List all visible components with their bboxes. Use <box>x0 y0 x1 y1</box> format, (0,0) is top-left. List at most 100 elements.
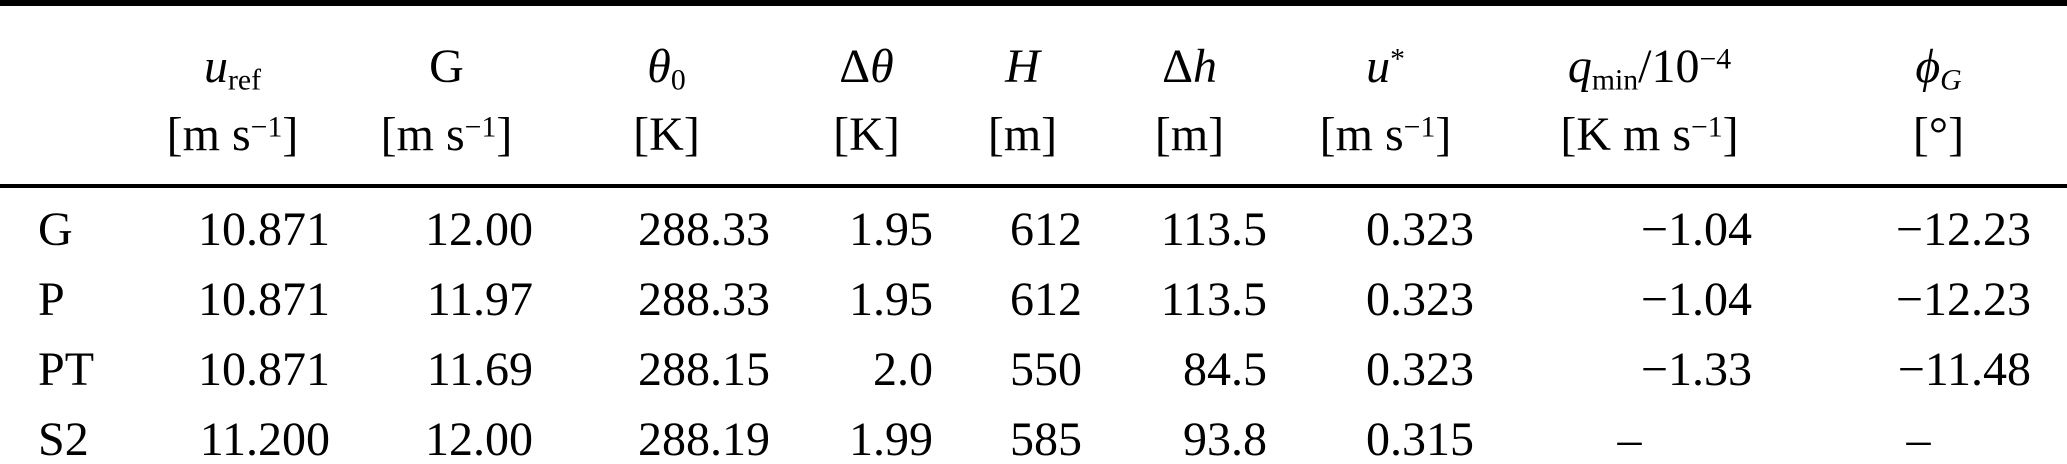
cell-u_ref: 11.200 <box>199 412 330 464</box>
unit-cell-q_min: [K m s−1] <box>1489 94 1810 188</box>
header-segment: ] <box>1435 107 1452 161</box>
header-cell-delta_h: Δh <box>1097 3 1282 94</box>
header-segment: min <box>1591 63 1639 97</box>
unit-cell-theta_0: [K] <box>548 94 785 188</box>
header-segment: −4 <box>1699 42 1732 76</box>
table-row: S2 11.200 12.00 288.19 1.99 585 93.8 0.315 – – <box>0 404 2067 464</box>
row-label: S2 <box>38 412 89 464</box>
header-segment: h <box>1192 40 1217 93</box>
row-label: P <box>38 272 65 326</box>
cell-G: 12.00 <box>425 202 533 256</box>
cell-u_star: 0.323 <box>1366 202 1474 256</box>
unit-cell-phi_G: [°] <box>1810 94 2067 188</box>
header-cell-u_ref: uref <box>120 3 345 97</box>
row-label: G <box>38 202 73 256</box>
row-label: PT <box>38 342 95 396</box>
cell-delta_h: 93.8 <box>1183 412 1267 464</box>
header-segment: [°] <box>1912 107 1965 161</box>
cell-q_min: – <box>1617 412 1642 464</box>
cell-delta_theta: 1.95 <box>849 202 933 256</box>
header-segment: [K m s <box>1560 107 1692 161</box>
header-segment: [m] <box>987 107 1058 161</box>
header-segment: * <box>1390 42 1405 76</box>
cell-delta_theta: 1.99 <box>849 412 933 464</box>
cell-phi_G: −12.23 <box>1895 202 2031 256</box>
header-cell-case <box>0 3 120 94</box>
header-segment: H <box>1005 40 1040 93</box>
header-segment: q <box>1567 40 1592 93</box>
header-segment: ϕ <box>1915 40 1941 93</box>
table-row: P 10.871 11.97 288.33 1.95 612 113.5 0.323 −1.04… <box>0 264 2067 334</box>
header-segment: −1 <box>1403 110 1436 144</box>
cell-delta_h: 113.5 <box>1160 202 1267 256</box>
header-segment: /10 <box>1638 40 1700 93</box>
header-segment: Δ <box>1162 40 1193 93</box>
cell-u_star: 0.323 <box>1366 342 1474 396</box>
cell-u_ref: 10.871 <box>198 342 330 396</box>
cell-phi_G: −12.23 <box>1895 272 2031 326</box>
cell-delta_theta: 2.0 <box>873 342 933 396</box>
cell-u_star: 0.323 <box>1366 272 1474 326</box>
header-segment: ] <box>1722 107 1739 161</box>
header-segment: u <box>203 40 228 93</box>
cell-q_min: −1.04 <box>1640 202 1752 256</box>
cell-delta_h: 113.5 <box>1160 272 1267 326</box>
header-segment: [K] <box>633 107 700 161</box>
header-segment: ] <box>496 107 513 161</box>
header-cell-H: H <box>948 3 1097 94</box>
cell-H: 550 <box>1010 342 1082 396</box>
header-segment: [m s <box>166 107 251 161</box>
cell-theta_0: 288.19 <box>638 412 770 464</box>
header-cell-q_min: qmin/10−4 <box>1489 3 1810 97</box>
header-segment: θ <box>647 40 671 93</box>
header-segment: −1 <box>250 110 283 144</box>
cell-theta_0: 288.15 <box>638 342 770 396</box>
cell-H: 612 <box>1010 202 1082 256</box>
cell-u_ref: 10.871 <box>198 272 330 326</box>
cell-delta_theta: 1.95 <box>849 272 933 326</box>
header-segment: Δ <box>839 40 871 93</box>
unit-cell-H: [m] <box>948 94 1097 188</box>
header-segment: [m] <box>1154 107 1225 161</box>
cell-H: 585 <box>1010 412 1082 464</box>
header-cell-phi_G: ϕG <box>1810 3 2067 97</box>
cell-delta_h: 84.5 <box>1183 342 1267 396</box>
unit-cell-u_ref: [m s−1] <box>120 94 345 188</box>
unit-cell-G: [m s−1] <box>345 94 548 188</box>
cell-theta_0: 288.33 <box>638 272 770 326</box>
header-segment: ref <box>227 63 262 97</box>
cell-phi_G: – <box>1906 412 1931 464</box>
header-segment: G <box>1940 63 1962 97</box>
header-cell-u_star: u* <box>1282 3 1489 94</box>
header-segment: ] <box>282 107 299 161</box>
header-segment: [K] <box>833 107 900 161</box>
table-row: G 10.871 12.00 288.33 1.95 612 113.5 0.323 −1.04… <box>0 186 2067 264</box>
cell-theta_0: 288.33 <box>638 202 770 256</box>
cell-G: 12.00 <box>425 412 533 464</box>
unit-cell-delta_theta: [K] <box>785 94 948 188</box>
header-segment: θ <box>870 40 894 93</box>
unit-cell-case <box>0 94 120 188</box>
header-cell-G: G <box>345 3 548 94</box>
table-row: PT 10.871 11.69 288.15 2.0 550 84.5 0.323 −1.33 −… <box>0 334 2067 404</box>
table-body: G 10.871 12.00 288.33 1.95 612 113.5 0.323 −1.04… <box>0 186 2067 464</box>
cell-phi_G: −11.48 <box>1897 342 2031 396</box>
cell-H: 612 <box>1010 272 1082 326</box>
cell-u_star: 0.315 <box>1366 412 1474 464</box>
header-segment: [m s <box>1319 107 1404 161</box>
header-segment: G <box>429 40 464 93</box>
cell-G: 11.97 <box>426 272 533 326</box>
cell-q_min: −1.04 <box>1640 272 1752 326</box>
header-cell-delta_theta: Δθ <box>785 3 948 94</box>
header-unit-row: [m s−1] [m s−1] [K] [K] [m] [m] [m s−1] [K m s−… <box>0 94 2067 188</box>
header-segment: −1 <box>464 110 497 144</box>
cell-u_ref: 10.871 <box>198 202 330 256</box>
header-segment: −1 <box>1691 110 1723 144</box>
cell-q_min: −1.33 <box>1640 342 1752 396</box>
header-segment: u <box>1366 40 1391 93</box>
header-segment: [m s <box>380 107 465 161</box>
